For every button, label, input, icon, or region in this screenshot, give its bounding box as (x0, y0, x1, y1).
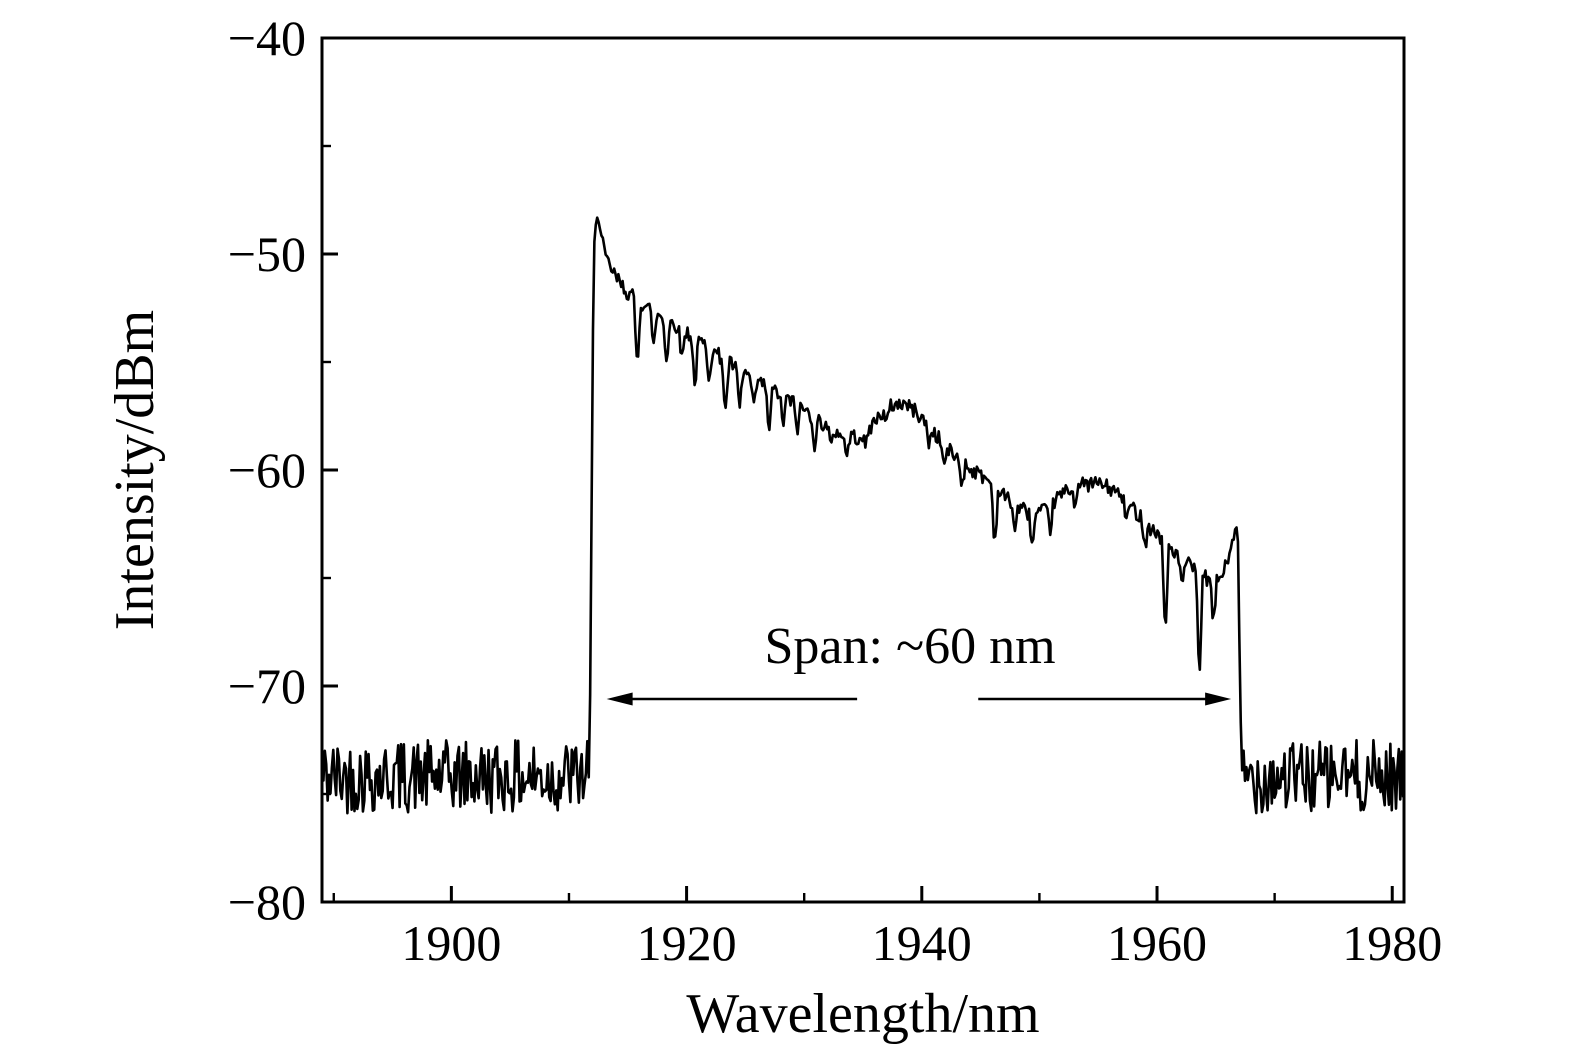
y-axis-title: Intensity/dBm (104, 309, 166, 631)
y-tick-label: −50 (227, 226, 306, 282)
y-axis-ticks (322, 36, 338, 904)
span-arrow-left (606, 692, 858, 706)
span-annotation-text: Span: ~60 nm (764, 618, 1056, 676)
x-tick-label: 1980 (1342, 915, 1443, 971)
y-tick-label: −70 (227, 658, 306, 714)
spectrum-trace (322, 216, 1404, 815)
x-tick-label: 1940 (871, 915, 972, 971)
x-axis-title: Wavelength/nm (686, 983, 1040, 1045)
y-tick-label: −40 (227, 10, 306, 66)
x-axis-ticks (332, 886, 1394, 902)
span-arrow-right (978, 692, 1232, 706)
x-tick-label: 1900 (401, 915, 502, 971)
y-tick-label: −80 (227, 874, 306, 930)
x-tick-label: 1960 (1107, 915, 1208, 971)
y-tick-label: −60 (227, 442, 306, 498)
x-tick-label: 1920 (636, 915, 737, 971)
